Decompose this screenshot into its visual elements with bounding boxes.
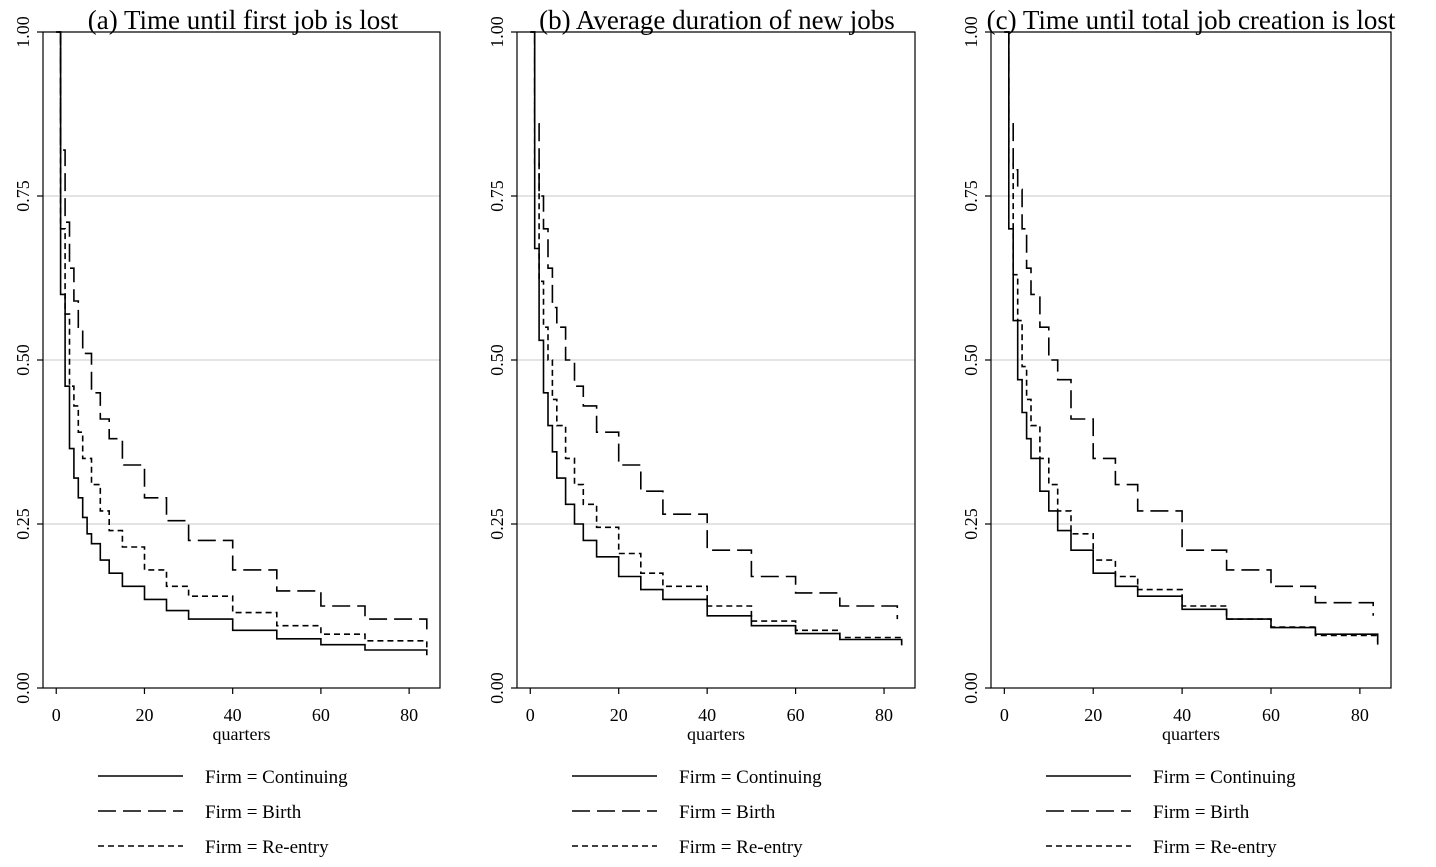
- chart-title: (b) Average duration of new jobs: [539, 5, 895, 35]
- chart-panel-1: 0.00 0.25 0.50 0.75 1.00 0 20 40 60 80 quarters (a)…: [13, 5, 441, 858]
- chart-panel-3: 0.00 0.25 0.50 0.75 1.00 0 20 40 60 80 quarters (c)…: [961, 5, 1396, 858]
- series-line-short-dash: [530, 31, 903, 644]
- x-tick-label: 80: [400, 705, 418, 725]
- legend-label: Firm = Continuing: [1153, 767, 1296, 788]
- legend-label: Firm = Continuing: [679, 767, 822, 788]
- legend-label: Firm = Re-entry: [1153, 837, 1277, 858]
- y-tick-label: 1.00: [961, 16, 981, 48]
- series-line-long-dash: [56, 31, 428, 635]
- y-tick-label: 1.00: [487, 16, 507, 48]
- x-tick-label: 40: [224, 705, 242, 725]
- y-tick-label: 0.25: [487, 508, 507, 540]
- legend-label: Firm = Re-entry: [205, 837, 329, 858]
- y-tick-label: 0.00: [487, 672, 507, 704]
- y-tick-label: 0.00: [961, 672, 981, 704]
- y-tick-label: 0.25: [13, 508, 33, 540]
- x-axis-label: quarters: [1162, 724, 1220, 744]
- x-tick-label: 80: [875, 705, 893, 725]
- x-tick-label: 40: [1173, 705, 1191, 725]
- legend: Firm = Continuing Firm = Birth Firm = Re-e…: [1046, 767, 1296, 858]
- y-tick-label: 0.00: [13, 672, 33, 704]
- x-tick-label: 60: [787, 705, 805, 725]
- y-tick-label: 1.00: [13, 16, 33, 48]
- x-tick-label: 0: [52, 705, 61, 725]
- x-tick-label: 20: [1084, 705, 1102, 725]
- x-tick-label: 0: [526, 705, 535, 725]
- y-tick-label: 0.25: [961, 508, 981, 540]
- chart-panel-2: 0.00 0.25 0.50 0.75 1.00 0 20 40 60 80 quarters (b)…: [487, 5, 916, 858]
- legend: Firm = Continuing Firm = Birth Firm = Re-e…: [98, 767, 348, 858]
- series-line-long-dash: [1004, 31, 1374, 616]
- x-tick-label: 20: [135, 705, 153, 725]
- legend-label: Firm = Continuing: [205, 767, 348, 788]
- x-tick-label: 20: [610, 705, 628, 725]
- y-tick-label: 0.50: [961, 344, 981, 376]
- y-tick-label: 0.75: [961, 180, 981, 212]
- chart-title: (c) Time until total job creation is los…: [987, 5, 1396, 35]
- series-line-short-dash: [56, 31, 428, 649]
- series-line-long-dash: [530, 31, 899, 620]
- x-tick-label: 40: [698, 705, 716, 725]
- x-tick-label: 60: [1262, 705, 1280, 725]
- y-tick-label: 0.50: [487, 344, 507, 376]
- legend-label: Firm = Birth: [679, 802, 776, 823]
- x-tick-label: 0: [1000, 705, 1009, 725]
- x-axis-label: quarters: [213, 724, 271, 744]
- y-tick-label: 0.50: [13, 344, 33, 376]
- x-tick-label: 60: [312, 705, 330, 725]
- series-line-short-dash: [1004, 31, 1379, 646]
- legend-label: Firm = Birth: [1153, 802, 1250, 823]
- legend-label: Firm = Re-entry: [679, 837, 803, 858]
- legend-label: Firm = Birth: [205, 802, 302, 823]
- x-axis-label: quarters: [687, 724, 745, 744]
- x-tick-label: 80: [1351, 705, 1369, 725]
- y-tick-label: 0.75: [13, 180, 33, 212]
- y-tick-label: 0.75: [487, 180, 507, 212]
- legend: Firm = Continuing Firm = Birth Firm = Re-e…: [572, 767, 822, 858]
- series-line-solid: [1004, 31, 1379, 643]
- series-line-solid: [56, 31, 428, 656]
- chart-title: (a) Time until first job is lost: [88, 5, 399, 35]
- series-line-solid: [530, 31, 903, 646]
